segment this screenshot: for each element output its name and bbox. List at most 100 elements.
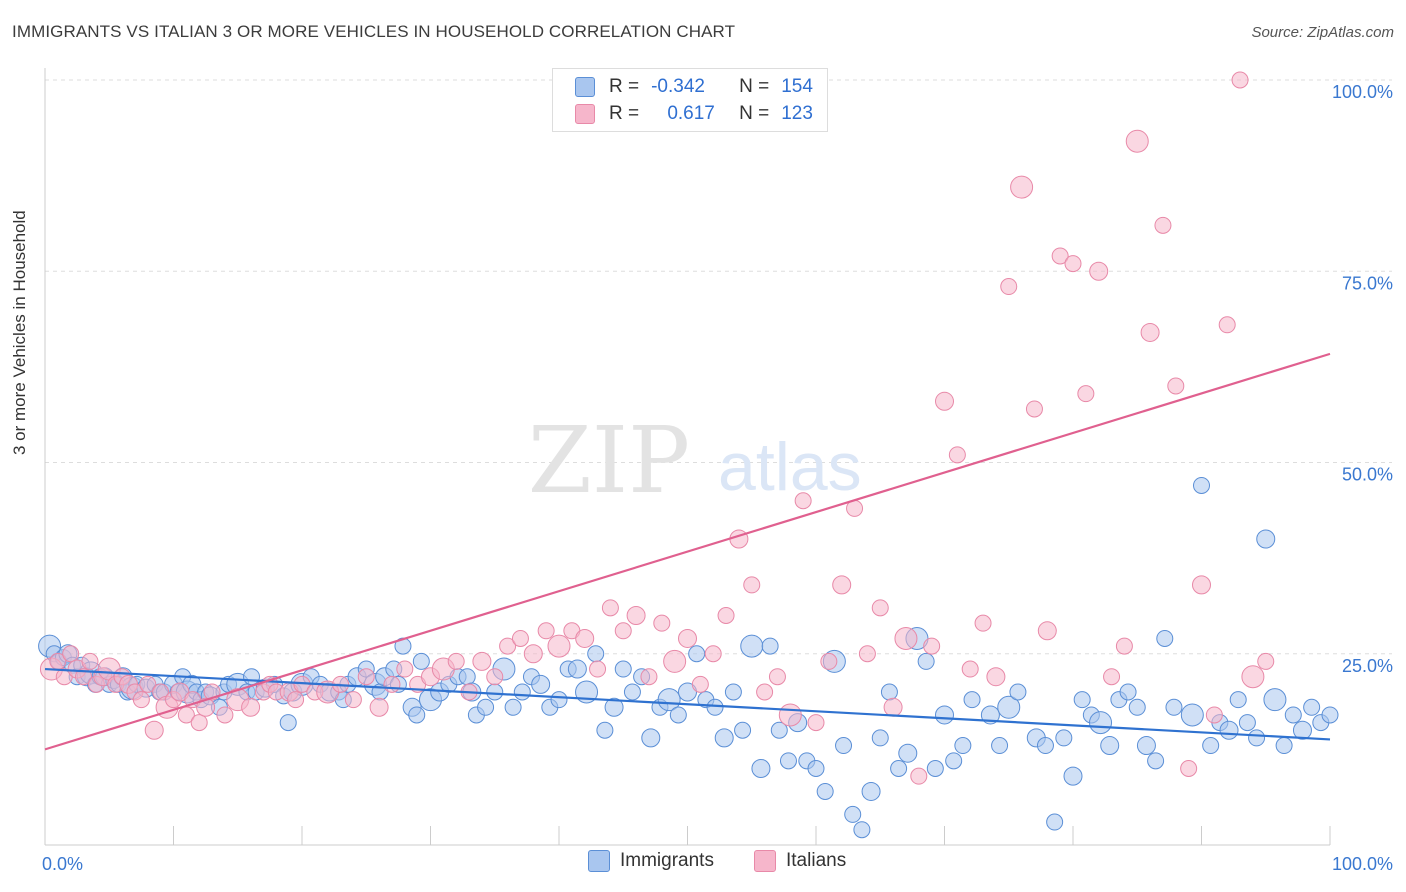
italians-point bbox=[1180, 760, 1198, 777]
italians-point bbox=[691, 675, 709, 693]
italians-point bbox=[523, 644, 543, 664]
italians-point bbox=[923, 637, 941, 655]
immigrants-point bbox=[926, 760, 944, 777]
n-label: N = bbox=[739, 103, 770, 124]
italians-point bbox=[447, 652, 465, 670]
italians-point bbox=[743, 576, 761, 594]
italians-point bbox=[1037, 621, 1057, 641]
chart-source: Source: ZipAtlas.com bbox=[1251, 24, 1394, 41]
immigrants-point bbox=[1128, 698, 1146, 716]
watermark-zip: ZIP bbox=[528, 407, 690, 514]
italians-point bbox=[986, 667, 1006, 687]
italians-point bbox=[1064, 255, 1082, 273]
italians-point bbox=[537, 622, 555, 640]
italians-point bbox=[144, 720, 164, 740]
italians-point bbox=[961, 660, 979, 678]
immigrants-point bbox=[807, 760, 825, 777]
immigrants-point bbox=[1193, 476, 1210, 494]
italians-point bbox=[1077, 385, 1095, 403]
immigrants-point bbox=[861, 781, 881, 801]
immigrants-point bbox=[1219, 720, 1239, 740]
r-value-immigrants: -0.342 bbox=[651, 76, 705, 97]
immigrants-point bbox=[412, 652, 430, 670]
italians-point bbox=[756, 683, 774, 701]
italians-point bbox=[974, 614, 992, 632]
immigrants-point bbox=[1046, 813, 1064, 831]
immigrants-point bbox=[945, 752, 963, 770]
immigrants-point bbox=[1238, 714, 1256, 732]
italians-point bbox=[575, 628, 595, 648]
immigrants-point bbox=[408, 706, 426, 724]
italians-point bbox=[1115, 637, 1133, 655]
italians-point bbox=[396, 660, 414, 678]
immigrants-point bbox=[550, 691, 568, 709]
immigrants-legend-label: Immigrants bbox=[620, 850, 714, 871]
italians-point bbox=[640, 668, 658, 686]
immigrants-point bbox=[980, 705, 1000, 725]
immigrants-point bbox=[1055, 729, 1073, 747]
italians-point bbox=[547, 634, 571, 658]
y-tick-label-2: 75.0% bbox=[1342, 273, 1393, 293]
n-label: N = bbox=[739, 76, 770, 97]
italians-trend-line bbox=[44, 352, 1331, 751]
x-tick-label-1: 100.0% bbox=[1332, 854, 1393, 874]
italians-point bbox=[1241, 665, 1265, 689]
immigrants-point bbox=[1303, 698, 1321, 716]
immigrants-point bbox=[587, 645, 605, 663]
legend-item-immigrants[interactable]: Immigrants bbox=[588, 850, 714, 872]
y-axis-label: 3 or more Vehicles in Household bbox=[10, 210, 29, 455]
italians-point bbox=[369, 697, 389, 717]
immigrants-point bbox=[917, 652, 935, 670]
immigrants-point bbox=[596, 721, 614, 739]
italians-point bbox=[287, 691, 305, 709]
italians-point bbox=[1205, 706, 1223, 724]
watermark-atlas: atlas bbox=[718, 429, 862, 505]
italians-point bbox=[1103, 668, 1121, 686]
italians-point bbox=[778, 703, 802, 727]
immigrants-point bbox=[614, 660, 632, 678]
immigrants-point bbox=[770, 721, 788, 739]
immigrants-point bbox=[1256, 529, 1276, 549]
italians-point bbox=[614, 622, 632, 640]
immigrants-point bbox=[1263, 688, 1287, 712]
immigrants-point bbox=[1063, 766, 1083, 786]
italians-point bbox=[894, 626, 918, 650]
italians-legend-swatch bbox=[754, 850, 776, 872]
italians-point bbox=[132, 691, 150, 709]
immigrants-point bbox=[1275, 737, 1293, 755]
immigrants-point bbox=[740, 634, 764, 658]
immigrants-point bbox=[458, 668, 476, 686]
chart-title: IMMIGRANTS VS ITALIAN 3 OR MORE VEHICLES… bbox=[12, 22, 736, 41]
italians-point bbox=[1257, 652, 1275, 670]
immigrants-point bbox=[513, 683, 531, 701]
immigrants-point bbox=[1248, 729, 1266, 747]
immigrants-point bbox=[1073, 691, 1091, 709]
immigrants-point bbox=[779, 752, 797, 770]
italians-point bbox=[1025, 400, 1043, 418]
immigrants-point bbox=[844, 805, 862, 823]
immigrants-point bbox=[1229, 691, 1247, 709]
watermark: ZIP atlas bbox=[528, 407, 862, 514]
trend-lines bbox=[44, 352, 1331, 751]
legend-item-italians[interactable]: Italians bbox=[754, 850, 846, 872]
italians-point bbox=[729, 529, 749, 549]
italians-point bbox=[81, 652, 99, 670]
italians-point bbox=[1167, 377, 1185, 395]
immigrants-point bbox=[835, 737, 853, 755]
italians-point bbox=[357, 668, 375, 686]
italians-point bbox=[75, 668, 93, 686]
x-tick-label-0: 0.0% bbox=[42, 854, 83, 874]
immigrants-point bbox=[486, 683, 504, 701]
italians-point bbox=[511, 629, 529, 647]
italians-point bbox=[601, 599, 619, 617]
italians-point bbox=[948, 446, 966, 464]
italians-legend-label: Italians bbox=[786, 850, 847, 871]
n-value-immigrants: 154 bbox=[781, 76, 813, 97]
immigrants-point bbox=[734, 721, 752, 739]
italians-point bbox=[344, 691, 362, 709]
n-value-italians: 123 bbox=[781, 103, 813, 124]
immigrants-point bbox=[724, 683, 742, 701]
immigrants-trend-line bbox=[44, 667, 1331, 741]
italians-point bbox=[794, 492, 812, 510]
immigrants-point bbox=[1147, 752, 1165, 770]
